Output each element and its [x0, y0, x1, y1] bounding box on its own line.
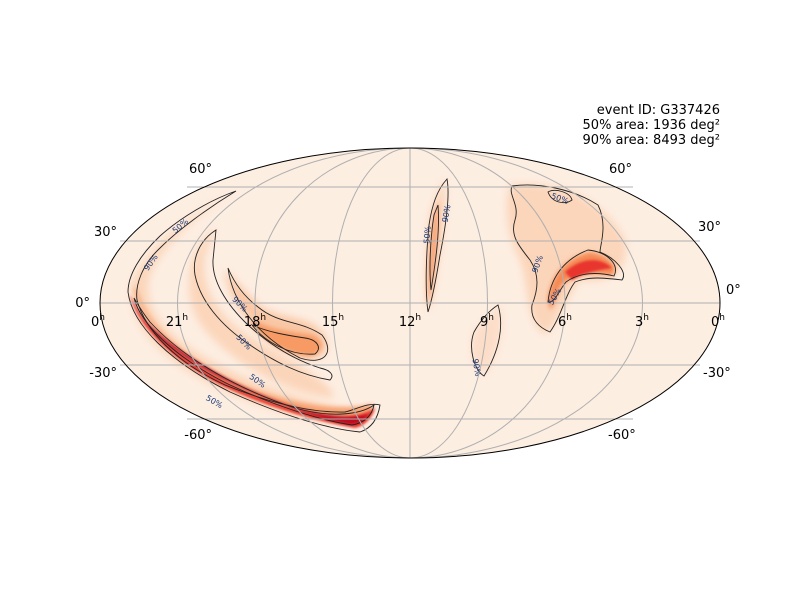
contour-label: 90% [441, 204, 453, 223]
contour-50-arc [133, 297, 375, 426]
contours [127, 178, 624, 433]
dec-label: -60° [184, 428, 212, 443]
probability-layer [130, 180, 626, 428]
contour-label: 50% [422, 225, 433, 244]
contour-50-blob-18h [251, 324, 319, 355]
contour-90-9h [471, 304, 502, 377]
halo-arc-inner [189, 228, 335, 398]
ra-labels: 0h 21h 18h 15h 12h 9h 6h 3h 0h [91, 313, 725, 330]
ra-label: 18h [244, 313, 266, 330]
dec-label: 60° [189, 162, 212, 177]
dec-label: -60° [608, 428, 636, 443]
ra-label: 21h [166, 313, 188, 330]
contour-90-west-arc [127, 190, 381, 433]
contour-90-12h [425, 178, 449, 313]
map-boundary [99, 147, 721, 459]
halo-9h [471, 305, 502, 375]
contour-label: 90% [470, 358, 482, 377]
area-50-text: 50% area: 1936 deg² [582, 118, 720, 133]
contour-90-east [510, 184, 624, 333]
dec-label: 0° [726, 283, 741, 298]
dec-labels-right: 60° 30° 0° -30° -60° [608, 162, 741, 443]
dec-label: 30° [94, 225, 117, 240]
contour-50-east-top [547, 189, 573, 204]
contour-90-inner-arc [193, 229, 333, 381]
halo-east [507, 184, 626, 335]
ra-label: 3h [635, 313, 649, 330]
contour-50-12h [429, 204, 439, 291]
dec-labels-left: 60° 30° 0° -30° -60° [75, 162, 212, 443]
ra-label: 12h [399, 313, 421, 330]
dec-label: 60° [609, 162, 632, 177]
east-core [565, 260, 612, 280]
event-id-text: event ID: G337426 [596, 103, 720, 118]
contour-50-east [547, 249, 616, 303]
ra-label: 15h [322, 313, 344, 330]
ra-label: 0h [711, 313, 725, 330]
dec-label: -30° [89, 366, 117, 381]
dec-label: 30° [698, 220, 721, 235]
area-90-text: 90% area: 8493 deg² [582, 133, 720, 148]
ra-label: 9h [480, 313, 494, 330]
ra-label: 6h [558, 313, 572, 330]
event-info: event ID: G337426 50% area: 1936 deg² 90… [583, 103, 720, 148]
dec-label: -30° [703, 366, 731, 381]
dec-label: 0° [75, 296, 90, 311]
contour-90-blob-18h [227, 267, 329, 361]
ra-label: 0h [91, 313, 105, 330]
